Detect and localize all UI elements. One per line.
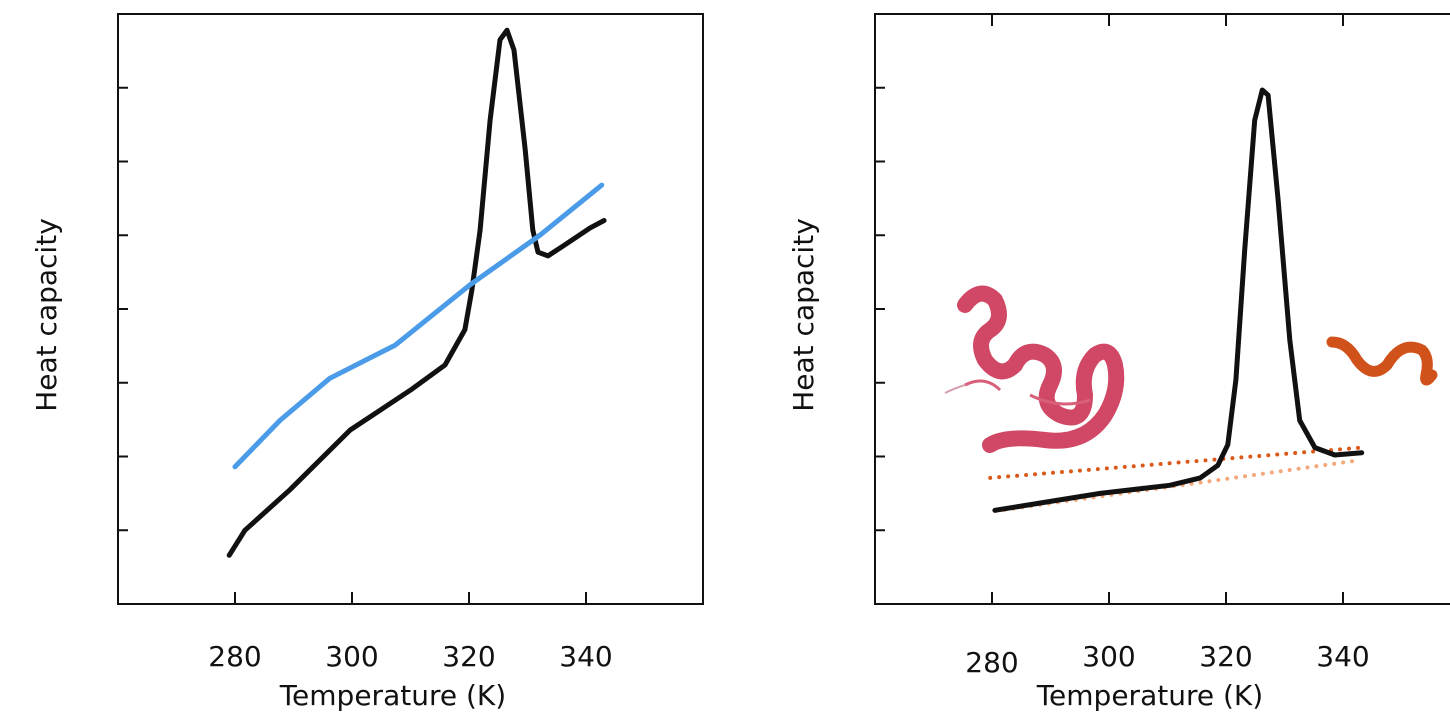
folded-protein-icon [944,285,1125,453]
plot-frame [117,13,704,605]
x-tick-label: 340 [1316,640,1369,673]
panel: 280 300 320 340 Temperature (K) Heat capacity [30,13,704,712]
x-tick-label: 280 [208,640,261,673]
x-tick-label: 320 [1199,640,1252,673]
x-tick-label: 320 [442,640,495,673]
x-axis-label: Temperature (K) [1036,679,1263,712]
dotted-line [988,445,1364,480]
y-axis-label: Heat capacity [787,218,820,412]
data-line [992,87,1365,513]
x-tick-label: 300 [325,640,378,673]
x-tick-label: 300 [1082,640,1135,673]
x-tick-label: 340 [559,640,612,673]
y-axis-label: Heat capacity [30,218,63,412]
data-line [232,182,605,470]
x-tick-label: 280 [965,646,1018,679]
data-line [226,27,607,558]
panel: 280 300 320 340 Temperature (K) Heat capacity [787,13,1450,712]
x-axis-label: Temperature (K) [279,679,506,712]
unfolded-protein-icon [1326,336,1438,386]
